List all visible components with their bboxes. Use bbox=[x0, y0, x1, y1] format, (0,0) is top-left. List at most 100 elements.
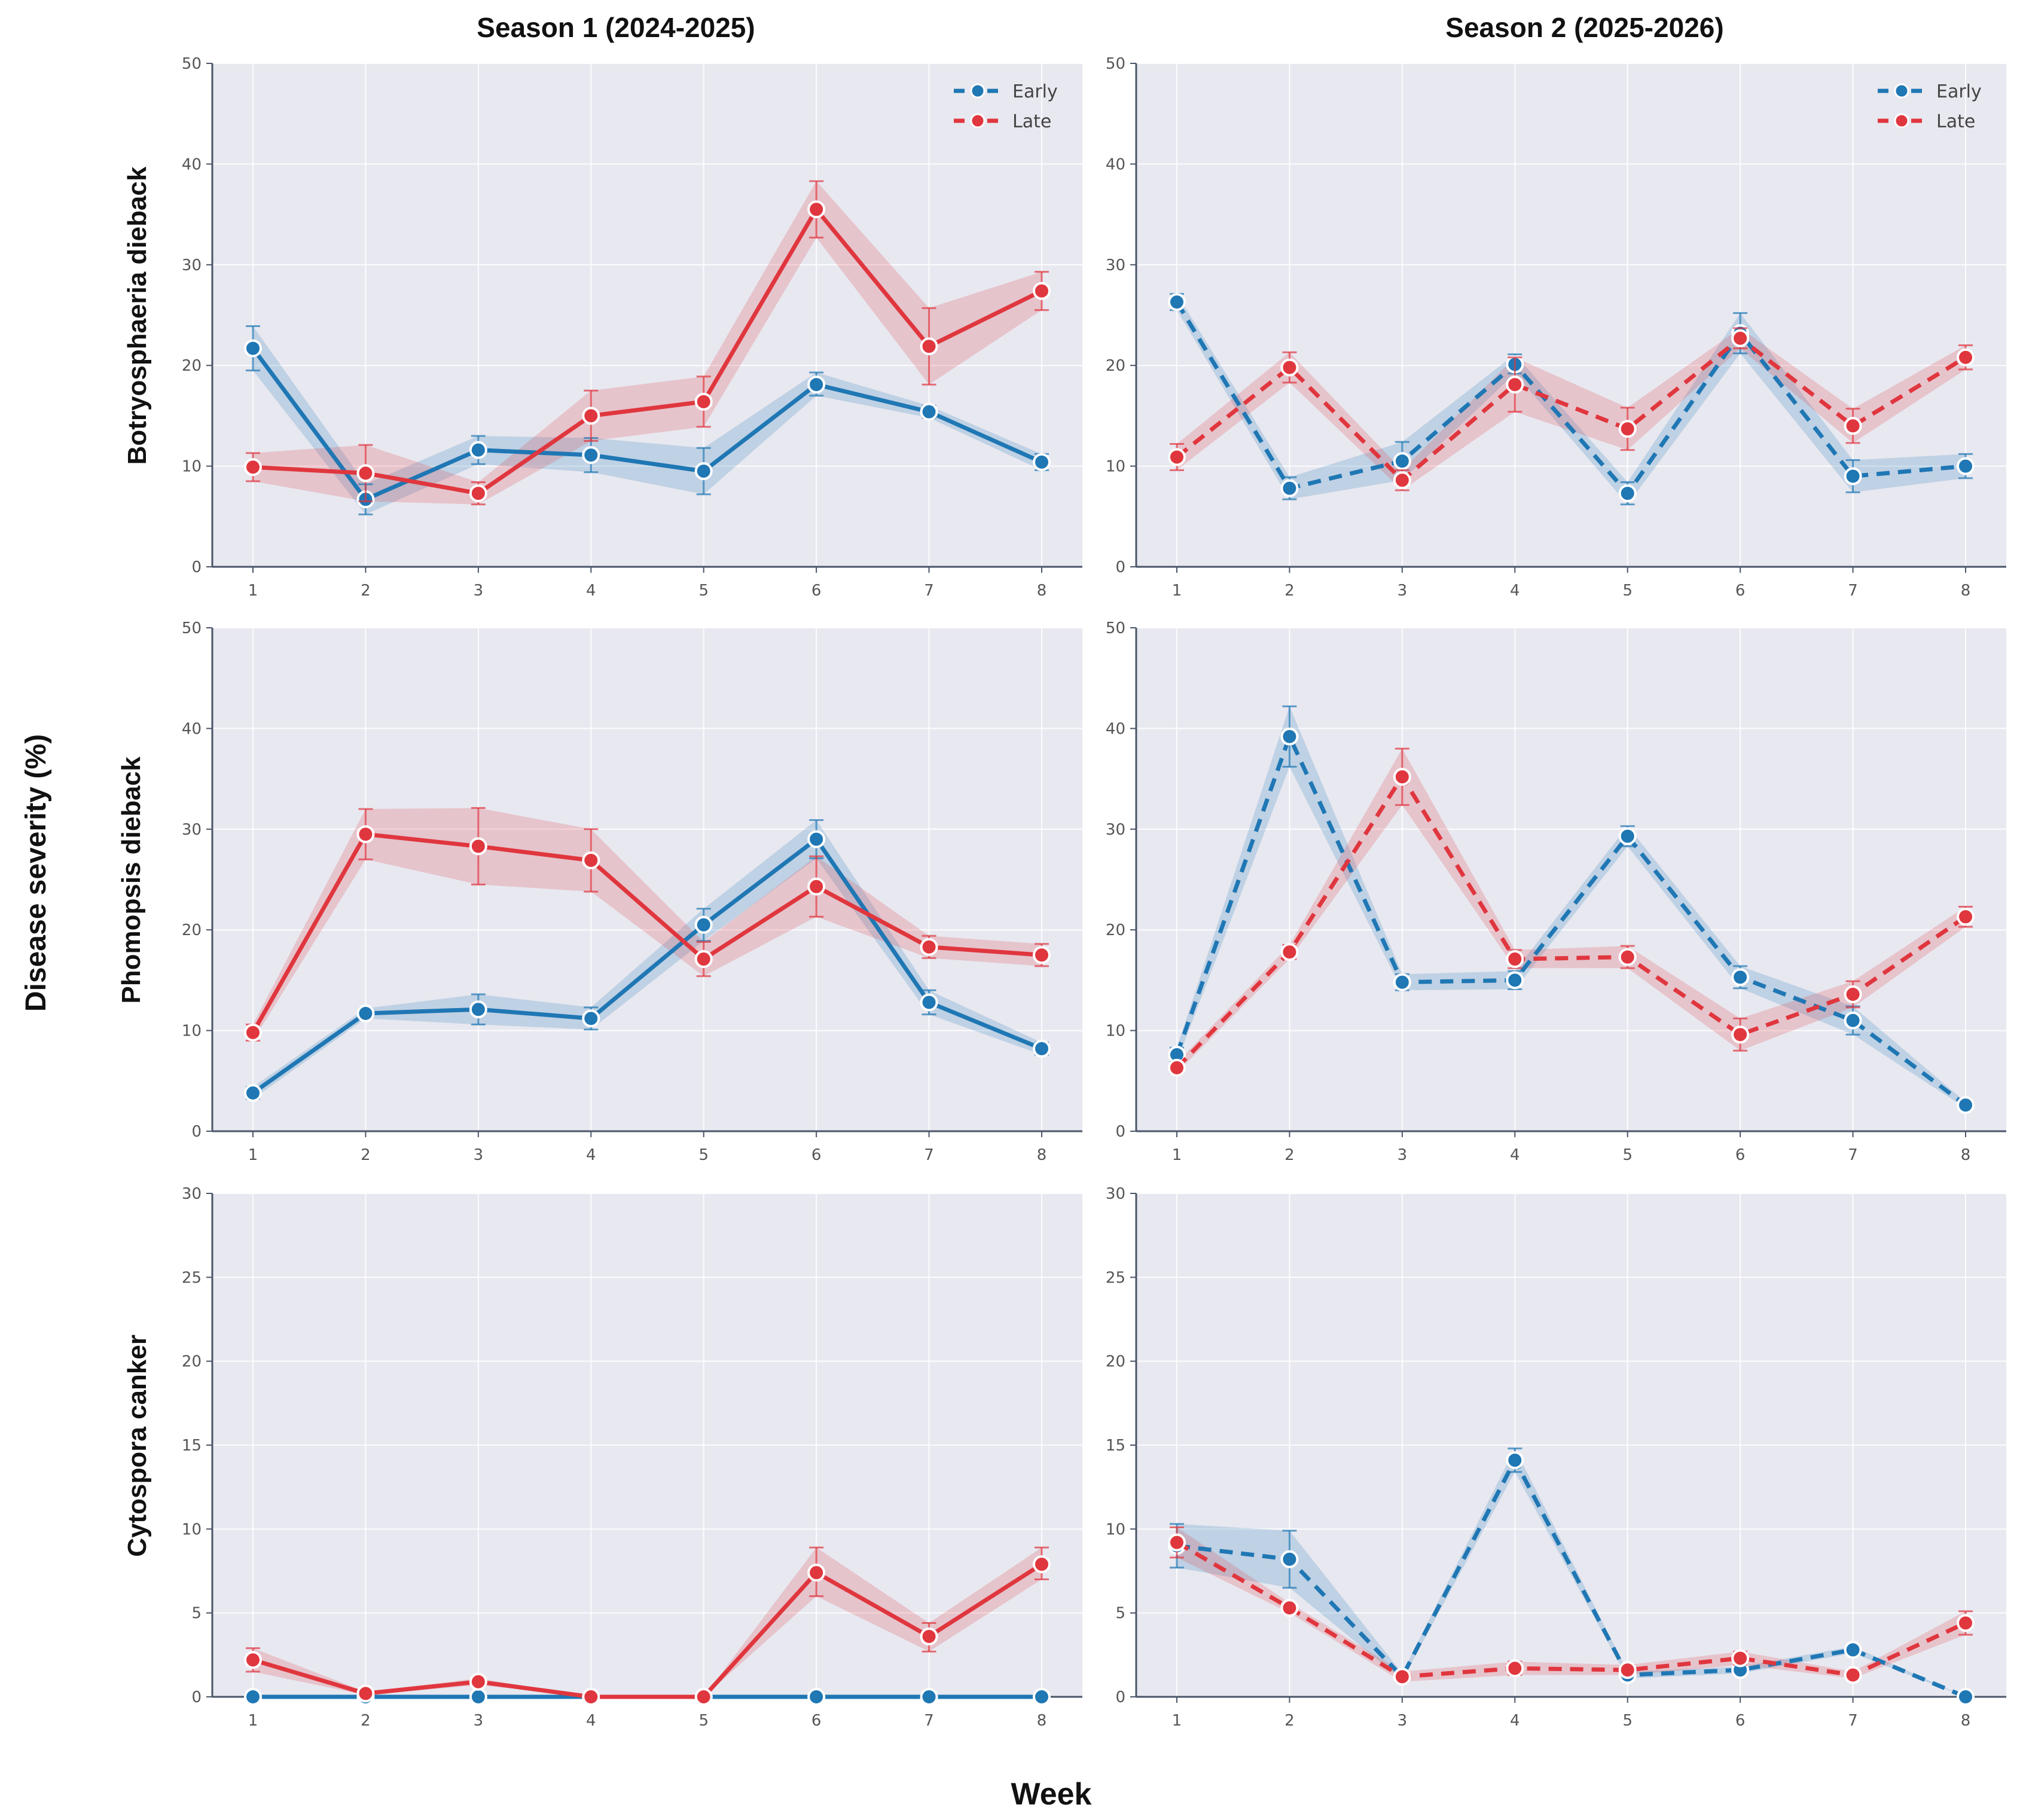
series-line-early bbox=[1174, 734, 1967, 1107]
data-point-early bbox=[807, 1688, 826, 1706]
x-tick-label: 5 bbox=[1622, 582, 1633, 600]
data-point-late bbox=[1393, 471, 1411, 490]
y-tick-label: 5 bbox=[1115, 1605, 1125, 1623]
data-point-early bbox=[469, 441, 487, 459]
data-point-late bbox=[1618, 1661, 1637, 1679]
x-tick-label: 8 bbox=[1037, 1712, 1047, 1730]
panel-cytospora-canker-season-2: 0 5 10 15 20 25 30 1 2 3 4 5 6 7 8 bbox=[1106, 1185, 2006, 1730]
y-tick-label: 30 bbox=[182, 821, 202, 839]
data-point-late bbox=[1393, 1668, 1411, 1686]
y-tick-label: 10 bbox=[182, 1520, 202, 1538]
x-tick-label: 2 bbox=[361, 1146, 371, 1164]
row-label-phomopsis: Phomopsis dieback bbox=[117, 756, 146, 1004]
data-point-late bbox=[1844, 985, 1862, 1003]
data-point-late bbox=[1506, 1659, 1524, 1678]
data-point-early bbox=[920, 402, 938, 421]
data-point-late bbox=[1957, 908, 1975, 926]
y-tick-label: 20 bbox=[182, 1353, 202, 1371]
data-point-late bbox=[920, 1627, 938, 1645]
data-point-late bbox=[469, 1672, 487, 1691]
data-point-late bbox=[1280, 943, 1299, 961]
x-tick-label: 2 bbox=[1284, 1146, 1295, 1164]
data-point-late bbox=[1033, 1555, 1051, 1574]
data-point-early bbox=[582, 446, 600, 465]
y-tick-label: 30 bbox=[1106, 821, 1125, 839]
x-tick-label: 1 bbox=[1172, 1712, 1182, 1730]
y-tick-label: 25 bbox=[1106, 1269, 1125, 1287]
data-point-early bbox=[244, 1084, 262, 1103]
data-point-early bbox=[469, 1000, 487, 1019]
series-line-late bbox=[1175, 774, 1967, 1070]
y-tick-label: 50 bbox=[1106, 55, 1125, 73]
data-point-late bbox=[807, 200, 826, 219]
legend: Early Late bbox=[954, 81, 1058, 132]
data-point-late bbox=[1731, 1649, 1750, 1668]
x-tick-label: 4 bbox=[586, 1146, 596, 1164]
y-tick-label: 20 bbox=[182, 921, 202, 939]
y-tick-label: 50 bbox=[182, 55, 202, 73]
data-point-early bbox=[1957, 1096, 1975, 1114]
data-point-late bbox=[807, 1564, 826, 1582]
data-point-late bbox=[1280, 1599, 1299, 1617]
x-tick-label: 3 bbox=[1398, 582, 1408, 600]
x-tick-label: 7 bbox=[924, 582, 934, 600]
series-line-late bbox=[1176, 1540, 1967, 1679]
data-point-late bbox=[694, 950, 713, 969]
data-point-late bbox=[920, 938, 938, 956]
legend-marker-late bbox=[1894, 113, 1909, 129]
legend-marker-early bbox=[970, 83, 985, 99]
y-tick-label: 5 bbox=[191, 1605, 202, 1623]
x-tick-label: 4 bbox=[586, 1712, 596, 1730]
data-point-early bbox=[1506, 1451, 1524, 1470]
data-point-early bbox=[469, 1688, 487, 1706]
x-tick-label: 2 bbox=[1284, 1712, 1295, 1730]
data-point-late bbox=[694, 1688, 713, 1706]
series-line-late bbox=[251, 832, 1042, 1034]
y-tick-label: 30 bbox=[182, 256, 202, 274]
legend-marker-early bbox=[1894, 83, 1909, 99]
x-tick-label: 2 bbox=[361, 1712, 371, 1730]
confidence-band-late bbox=[1177, 749, 1966, 1073]
data-point-late bbox=[920, 337, 938, 356]
x-tick-label: 6 bbox=[1735, 1712, 1746, 1730]
data-point-late bbox=[807, 877, 826, 896]
series-line-early bbox=[251, 347, 1043, 502]
x-tick-label: 3 bbox=[474, 1146, 484, 1164]
data-point-late bbox=[582, 851, 600, 870]
data-point-early bbox=[1844, 1011, 1862, 1030]
x-tick-label: 6 bbox=[811, 1712, 822, 1730]
y-tick-label: 0 bbox=[1115, 1688, 1125, 1706]
data-point-late bbox=[244, 458, 262, 477]
y-tick-label: 10 bbox=[1106, 1520, 1125, 1538]
data-point-early bbox=[244, 1688, 262, 1706]
data-point-early bbox=[1506, 971, 1524, 990]
y-tick-label: 10 bbox=[182, 458, 202, 476]
data-point-early bbox=[1957, 1688, 1975, 1706]
y-tick-label: 40 bbox=[182, 155, 202, 173]
y-tick-label: 0 bbox=[191, 558, 202, 576]
x-tick-label: 7 bbox=[1848, 582, 1858, 600]
x-tick-label: 2 bbox=[1284, 582, 1295, 600]
row-label-botryosphaeria: Botryosphaeria dieback bbox=[123, 166, 152, 465]
x-tick-label: 3 bbox=[1398, 1146, 1408, 1164]
data-point-early bbox=[920, 993, 938, 1012]
data-point-early bbox=[244, 339, 262, 358]
data-point-late bbox=[356, 825, 375, 844]
data-point-late bbox=[356, 464, 375, 483]
y-tick-label: 20 bbox=[1106, 357, 1125, 375]
data-point-early bbox=[1618, 484, 1637, 503]
y-tick-label: 50 bbox=[1106, 619, 1125, 637]
data-point-late bbox=[244, 1023, 262, 1042]
data-point-early bbox=[1280, 479, 1299, 497]
data-point-late bbox=[582, 1688, 600, 1706]
data-point-early bbox=[694, 462, 713, 481]
data-point-late bbox=[1280, 358, 1299, 377]
data-point-late bbox=[1393, 768, 1411, 786]
data-point-late bbox=[1618, 420, 1637, 438]
panel-background bbox=[1136, 628, 2006, 1131]
panel-botryosphaeria-dieback-season-1: 0 10 20 30 40 50 1 2 3 4 5 6 7 8 Early Late bbox=[182, 55, 1082, 600]
data-point-early bbox=[807, 375, 826, 394]
data-point-late bbox=[244, 1651, 262, 1669]
y-tick-label: 30 bbox=[1106, 256, 1125, 274]
